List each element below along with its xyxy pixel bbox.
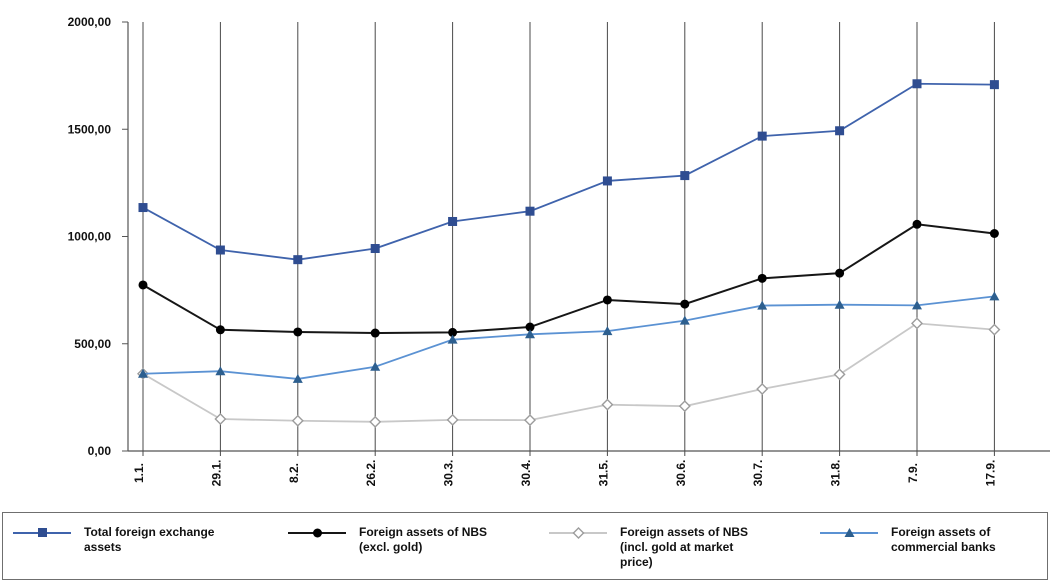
marker-circle [138,280,148,290]
x-axis-tick-label: 30.3. [442,460,456,487]
marker-circle [293,327,303,337]
marker-triangle [834,299,845,309]
legend-label-foreign-assets-nbs-incl-gold: Foreign assets of NBS (incl. gold at mar… [620,525,749,569]
marker-square [835,126,845,136]
marker-square [138,203,148,213]
marker-diamond [678,400,691,413]
marker-triangle [525,329,535,339]
legend-label-foreign-assets-nbs-excl-gold: Foreign assets of NBS (excl. gold) [359,525,488,554]
legend-item-foreign-assets-commercial-banks: Foreign assets of commercial banks [818,525,1038,575]
marker-triangle [989,291,1000,301]
x-axis-tick-label: 29.1. [209,460,223,487]
marker-circle [602,295,612,305]
marker-triangle [602,326,613,336]
marker-diamond [214,413,227,426]
marker-square [680,171,690,181]
legend-swatch-foreign-assets-nbs-excl-gold [286,525,349,541]
legend-label-total-foreign-exchange-assets: Total foreign exchange assets [84,525,215,554]
series-line-0 [142,82,995,261]
x-axis-tick-label: 30.7. [751,460,765,487]
legend-swatch-foreign-assets-commercial-banks [818,525,881,541]
x-axis-tick-label: 1.1. [132,463,146,483]
marker-circle [215,325,225,335]
marker-square [370,244,380,254]
legend-label-foreign-assets-commercial-banks: Foreign assets of commercial banks [891,525,996,554]
x-axis-tick-label: 7.9. [906,463,920,483]
x-axis-tick-label: 8.2. [287,463,301,483]
x-axis-tick-label: 26.2. [364,460,378,487]
marker-circle [448,327,458,337]
marker-circle [912,219,922,229]
marker-circle [680,299,690,309]
marker-triangle [138,368,148,378]
marker-square [215,245,225,255]
marker-circle [370,328,380,338]
marker-square [989,80,999,90]
marker-square [912,79,922,89]
marker-square [602,176,612,186]
legend-swatch-total-foreign-exchange-assets [11,525,74,541]
marker-diamond [369,415,382,428]
marker-circle [757,273,767,283]
marker-triangle [912,300,922,310]
marker-square [293,255,303,265]
marker-diamond [446,413,459,426]
legend-item-foreign-assets-nbs-excl-gold: Foreign assets of NBS (excl. gold) [286,525,521,575]
marker-square [757,131,767,141]
legend-item-total-foreign-exchange-assets: Total foreign exchange assets [11,525,256,575]
marker-diamond [756,383,769,395]
marker-circle [525,322,535,332]
marker-circle [989,228,999,238]
legend: Total foreign exchange assets Foreign as… [2,512,1048,580]
y-axis-tick-label: 1500,00 [68,122,112,136]
marker-triangle [679,315,690,325]
marker-diamond [601,398,614,411]
marker-diamond [833,368,846,381]
y-axis-tick-label: 500,00 [74,337,111,351]
x-axis-tick-label: 31.5. [596,460,610,487]
series-line-2 [142,322,995,423]
marker-triangle [447,334,458,344]
y-axis-tick-label: 2000,00 [68,15,112,29]
marker-triangle [215,366,226,376]
marker-diamond [524,414,536,427]
marker-diamond [911,317,923,330]
x-axis-tick-label: 30.4. [519,460,533,487]
y-axis-tick-label: 0,00 [88,444,112,458]
marker-diamond [988,323,1001,336]
legend-swatch-foreign-assets-nbs-incl-gold [547,525,610,541]
marker-circle [835,268,845,278]
x-axis-tick-label: 17.9. [983,460,997,487]
marker-square [525,206,535,216]
series-line-3 [142,295,995,380]
marker-triangle [292,373,303,383]
marker-diamond [291,414,304,427]
marker-triangle [757,300,768,310]
marker-triangle [370,361,381,371]
y-axis-tick-label: 1000,00 [68,230,112,244]
series-line-1 [142,223,995,335]
x-axis-tick-label: 30.6. [674,460,688,487]
legend-item-foreign-assets-nbs-incl-gold: Foreign assets of NBS (incl. gold at mar… [547,525,792,575]
x-axis-tick-label: 31.8. [829,460,843,487]
marker-square [448,216,458,226]
